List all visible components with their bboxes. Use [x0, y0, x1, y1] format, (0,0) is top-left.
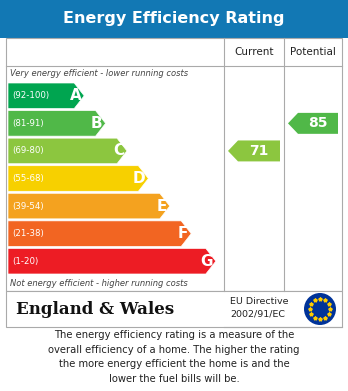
Text: (92-100): (92-100)	[12, 91, 49, 100]
Text: England & Wales: England & Wales	[16, 301, 174, 317]
Text: (55-68): (55-68)	[12, 174, 44, 183]
Text: Potential: Potential	[290, 47, 336, 57]
Text: (69-80): (69-80)	[12, 146, 44, 156]
Text: Energy Efficiency Rating: Energy Efficiency Rating	[63, 11, 285, 27]
Text: D: D	[133, 171, 145, 186]
Text: E: E	[156, 199, 167, 213]
Text: Current: Current	[234, 47, 274, 57]
Polygon shape	[288, 113, 338, 134]
Text: (1-20): (1-20)	[12, 257, 38, 266]
Text: 85: 85	[308, 117, 328, 130]
Polygon shape	[8, 166, 148, 191]
Text: EU Directive
2002/91/EC: EU Directive 2002/91/EC	[230, 297, 288, 319]
Bar	[6, 38, 342, 291]
Text: Not energy efficient - higher running costs: Not energy efficient - higher running co…	[10, 278, 188, 287]
Text: (81-91): (81-91)	[12, 119, 44, 128]
Text: G: G	[200, 254, 213, 269]
Polygon shape	[228, 140, 280, 161]
Bar	[0, 0, 348, 38]
Circle shape	[304, 293, 336, 325]
Text: B: B	[91, 116, 103, 131]
Polygon shape	[8, 221, 191, 246]
Text: A: A	[70, 88, 81, 103]
Text: F: F	[178, 226, 188, 241]
Polygon shape	[8, 248, 216, 274]
Polygon shape	[8, 111, 105, 136]
Text: (39-54): (39-54)	[12, 202, 44, 211]
Polygon shape	[8, 138, 127, 164]
Text: C: C	[113, 143, 124, 158]
Polygon shape	[8, 193, 170, 219]
Text: 71: 71	[249, 144, 269, 158]
Polygon shape	[8, 83, 84, 109]
Text: Very energy efficient - lower running costs: Very energy efficient - lower running co…	[10, 70, 188, 79]
Text: (21-38): (21-38)	[12, 229, 44, 238]
Bar	[6, 291, 342, 327]
Text: The energy efficiency rating is a measure of the
overall efficiency of a home. T: The energy efficiency rating is a measur…	[48, 330, 300, 384]
